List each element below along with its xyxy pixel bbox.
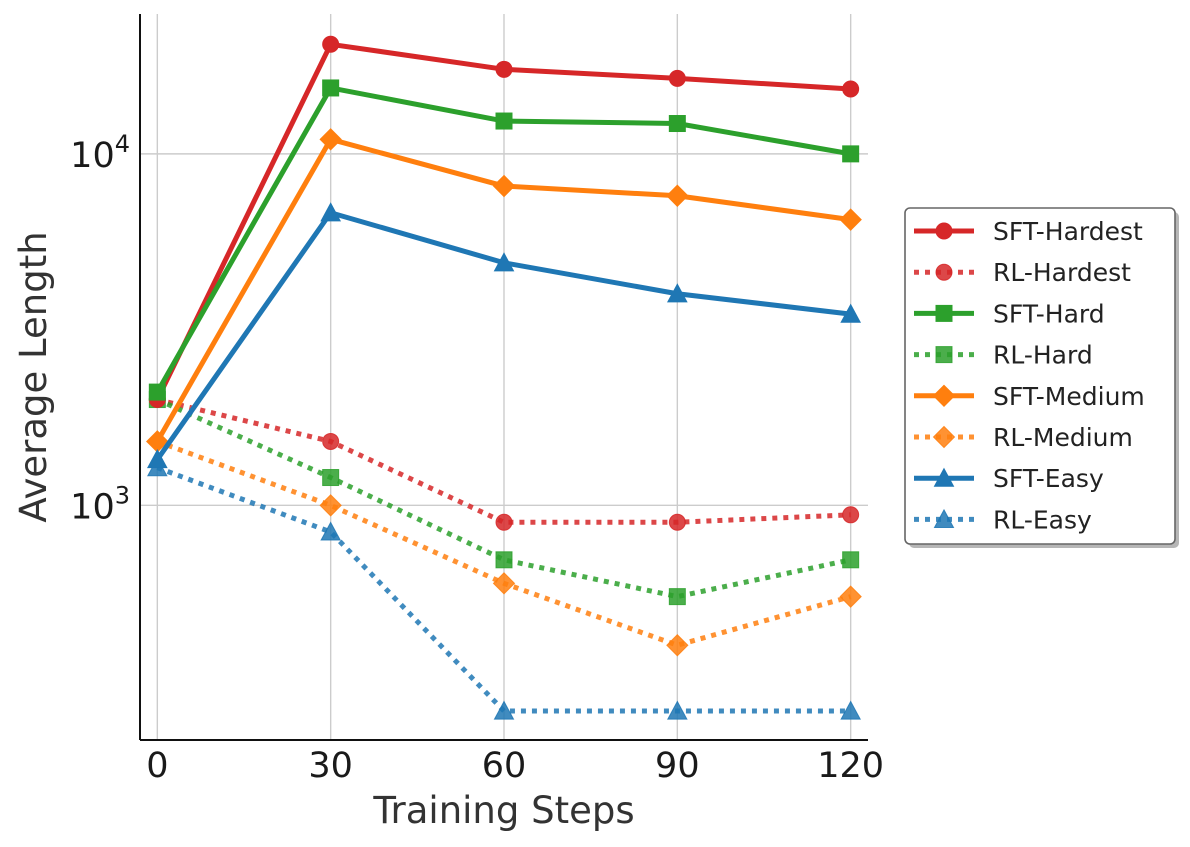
series-sft-medium bbox=[146, 128, 862, 453]
legend-label-sft-easy: SFT-Easy bbox=[993, 464, 1104, 493]
legend-item-rl-hardest: RL-Hardest bbox=[914, 258, 1131, 287]
legend-item-rl-hard: RL-Hard bbox=[914, 341, 1093, 370]
data-point-rl-easy-90 bbox=[666, 700, 688, 720]
axes bbox=[139, 14, 868, 741]
legend-marker-rl-hardest bbox=[935, 263, 953, 281]
legend-frame bbox=[904, 207, 1176, 545]
data-point-sft-hardest-60 bbox=[495, 60, 513, 78]
data-point-rl-easy-120 bbox=[840, 700, 862, 720]
legend-item-sft-hard: SFT-Hard bbox=[914, 299, 1105, 328]
legend-label-rl-hardest: RL-Hardest bbox=[993, 258, 1131, 287]
x-tick-label: 120 bbox=[817, 746, 884, 786]
series-sft-hard bbox=[148, 79, 860, 401]
data-point-sft-easy-60 bbox=[493, 252, 515, 272]
series-line-rl-easy bbox=[156, 465, 851, 714]
series-line-rl-hard bbox=[156, 397, 852, 600]
data-point-sft-easy-0 bbox=[146, 448, 168, 469]
x-tick-label: 0 bbox=[146, 746, 168, 786]
series-sft-easy bbox=[146, 202, 862, 469]
legend-label-rl-medium: RL-Medium bbox=[993, 423, 1133, 452]
data-point-sft-hard-120 bbox=[842, 145, 860, 163]
legend-item-sft-easy: SFT-Easy bbox=[914, 464, 1104, 493]
legend-label-sft-hardest: SFT-Hardest bbox=[993, 217, 1143, 246]
data-point-sft-hardest-120 bbox=[842, 80, 860, 98]
series-rl-hardest bbox=[148, 391, 860, 531]
legend-item-sft-medium: SFT-Medium bbox=[914, 382, 1145, 411]
data-point-sft-medium-90 bbox=[666, 184, 689, 207]
y-tick-label: 104 bbox=[70, 130, 130, 176]
x-axis-label: Training Steps bbox=[372, 789, 634, 832]
data-point-sft-medium-30 bbox=[319, 128, 342, 151]
data-point-rl-easy-30 bbox=[320, 521, 342, 541]
legend-item-rl-easy: RL-Easy bbox=[914, 505, 1092, 534]
data-point-rl-easy-60 bbox=[493, 700, 515, 720]
data-point-sft-medium-60 bbox=[492, 174, 516, 198]
legend-label-sft-hard: SFT-Hard bbox=[993, 299, 1105, 328]
data-point-rl-medium-90 bbox=[666, 634, 689, 657]
legend-marker-sft-medium bbox=[932, 384, 956, 408]
y-axis-label: Average Length bbox=[12, 231, 55, 522]
data-point-rl-hard-120 bbox=[842, 551, 860, 569]
data-point-rl-hardest-60 bbox=[495, 513, 513, 531]
data-point-sft-hard-60 bbox=[495, 112, 513, 130]
data-point-rl-medium-60 bbox=[492, 572, 516, 595]
x-tick-label: 30 bbox=[308, 746, 353, 786]
data-point-sft-hardest-90 bbox=[668, 69, 686, 87]
data-point-sft-hardest-30 bbox=[322, 35, 340, 53]
series-layer bbox=[146, 35, 862, 720]
tick-labels: 0 30 60 90 120 103 104 bbox=[70, 130, 884, 786]
data-point-sft-hard-90 bbox=[668, 115, 686, 133]
legend-items: SFT-Hardest RL-Hardest SFT-Hard RL-Hard SFT-… bbox=[914, 217, 1145, 534]
data-point-sft-medium-120 bbox=[839, 208, 862, 231]
legend-item-rl-medium: RL-Medium bbox=[914, 423, 1133, 452]
data-point-sft-easy-120 bbox=[840, 303, 862, 323]
data-point-rl-medium-120 bbox=[839, 585, 862, 608]
legend-marker-sft-hard bbox=[935, 304, 953, 322]
legend-marker-rl-easy bbox=[933, 508, 955, 528]
data-point-rl-hardest-120 bbox=[842, 506, 860, 524]
data-point-rl-hard-60 bbox=[495, 551, 513, 569]
data-point-sft-easy-90 bbox=[666, 283, 688, 303]
legend-label-rl-hard: RL-Hard bbox=[993, 341, 1093, 370]
legend-label-rl-easy: RL-Easy bbox=[993, 505, 1092, 534]
data-point-rl-hardest-30 bbox=[322, 432, 340, 450]
data-point-rl-medium-30 bbox=[319, 494, 342, 517]
y-tick-label: 103 bbox=[70, 481, 130, 527]
legend-marker-sft-easy bbox=[933, 467, 955, 487]
legend-marker-sft-hardest bbox=[935, 222, 953, 240]
legend: SFT-Hardest RL-Hardest SFT-Hard RL-Hard SFT-… bbox=[904, 207, 1179, 548]
data-point-sft-hard-0 bbox=[148, 383, 166, 401]
data-point-sft-hard-30 bbox=[322, 79, 340, 97]
data-point-rl-hard-90 bbox=[668, 588, 686, 606]
data-point-rl-hardest-90 bbox=[668, 513, 686, 531]
x-tick-label: 60 bbox=[482, 746, 527, 786]
legend-label-sft-medium: SFT-Medium bbox=[993, 382, 1145, 411]
legend-marker-rl-medium bbox=[932, 425, 956, 449]
legend-marker-rl-hard bbox=[935, 346, 953, 364]
x-tick-label: 90 bbox=[655, 746, 700, 786]
legend-item-sft-hardest: SFT-Hardest bbox=[914, 217, 1143, 246]
data-point-sft-easy-30 bbox=[320, 202, 342, 222]
data-point-rl-hard-30 bbox=[322, 469, 340, 487]
